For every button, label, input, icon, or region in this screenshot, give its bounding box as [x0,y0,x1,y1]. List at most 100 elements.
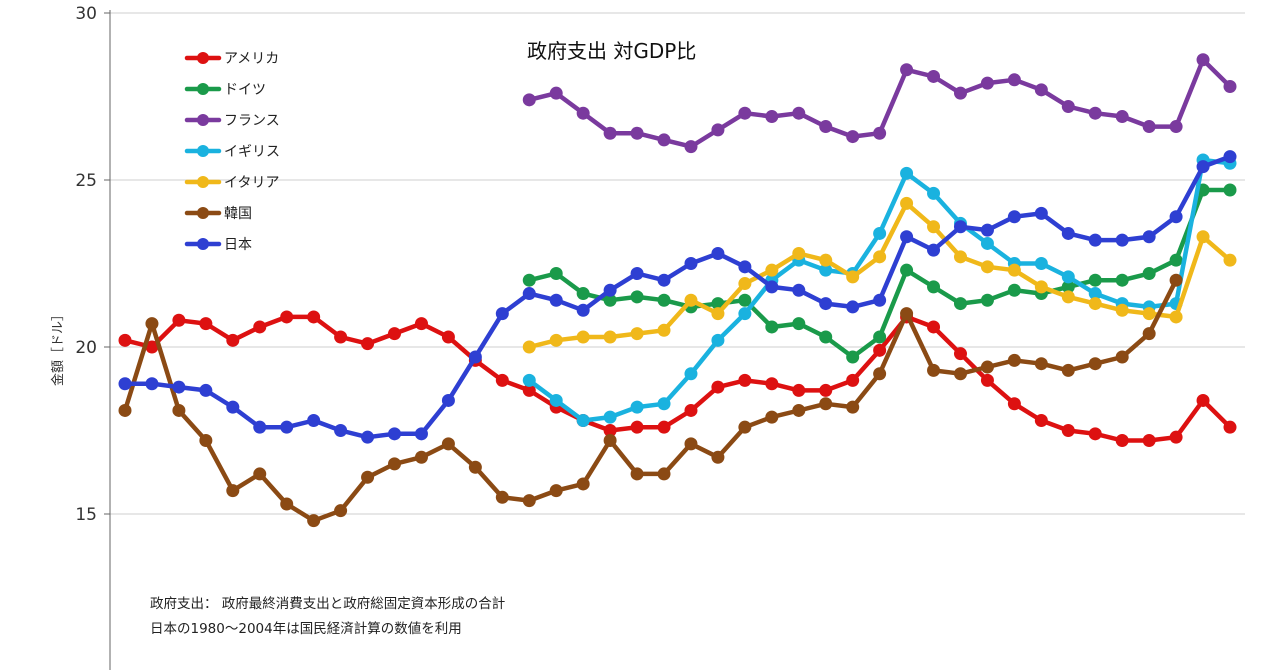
data-point [684,140,698,154]
data-point [603,410,617,424]
data-point [361,337,375,351]
data-point [199,317,213,331]
data-point [576,413,590,427]
data-point [765,377,779,391]
data-point [307,514,321,528]
data-point [226,400,240,414]
data-point [900,196,914,210]
data-point [1034,413,1048,427]
data-point [657,133,671,147]
data-point [1034,206,1048,220]
data-point [603,293,617,307]
data-point [765,110,779,124]
data-point [953,367,967,381]
data-point [630,290,644,304]
chart-title: 政府支出 対GDP比 [527,39,696,63]
data-point [953,250,967,264]
data-point [1061,270,1075,284]
legend-item: ドイツ [184,82,266,98]
data-point [900,63,914,77]
data-point [1169,120,1183,134]
data-point [819,397,833,411]
data-point [980,360,994,374]
legend-label: 日本 [224,237,252,253]
data-point [1088,427,1102,441]
data-point [711,333,725,347]
data-point [684,257,698,270]
data-point [1196,393,1210,407]
ytick-label-15: 15 [75,505,97,525]
data-point [1169,310,1183,324]
data-point [765,410,779,424]
data-point [1223,150,1237,164]
data-point [819,120,833,134]
data-point [980,293,994,307]
data-point [900,230,914,244]
data-point [1223,79,1237,93]
data-point [927,320,941,334]
data-point [280,497,294,511]
data-point [738,307,752,321]
data-point [738,293,752,307]
data-point [846,350,860,364]
data-point [1223,253,1237,267]
data-point [846,400,860,414]
data-point [846,373,860,387]
data-point [334,330,348,344]
data-point [280,310,294,324]
data-point [495,307,509,321]
data-point [1061,424,1075,437]
data-point [1088,106,1102,120]
series-5 [522,196,1237,354]
data-point [1142,267,1156,281]
data-point [253,420,267,434]
data-point [657,273,671,287]
data-point [711,246,725,260]
data-point [172,380,186,394]
data-point [307,310,321,324]
data-point [684,293,698,307]
data-point [118,403,132,417]
data-point [1088,273,1102,287]
data-point [576,106,590,120]
data-point [927,363,941,377]
data-point [953,297,967,311]
data-point [1007,210,1021,224]
data-point [1007,397,1021,411]
data-point [738,277,752,291]
data-point [441,330,455,344]
data-point [1196,160,1210,174]
data-point [549,484,563,498]
data-point [873,250,887,264]
data-point [738,420,752,434]
data-point [1034,280,1048,294]
legend-swatch-marker [197,238,209,250]
legend-item: フランス [184,113,280,129]
data-point [819,263,833,277]
data-point [980,373,994,387]
data-point [1142,120,1156,134]
series-line [122,314,1233,443]
data-point [927,69,941,83]
data-point [765,320,779,334]
data-point [388,457,402,471]
data-point [441,393,455,407]
data-point [1007,73,1021,87]
data-point [226,333,240,347]
legend-label: アメリカ [224,51,279,67]
data-point [414,317,428,331]
data-point [873,126,887,140]
ytick-label-20: 20 [75,338,97,358]
series-3 [522,53,1237,154]
data-point [1088,357,1102,371]
data-point [792,403,806,417]
data-point [307,413,321,427]
data-point [630,400,644,414]
data-point [846,270,860,284]
data-point [980,223,994,237]
data-point [1196,230,1210,244]
data-point [765,280,779,294]
series-4 [522,153,1237,427]
data-point [549,393,563,407]
data-point [199,383,213,397]
